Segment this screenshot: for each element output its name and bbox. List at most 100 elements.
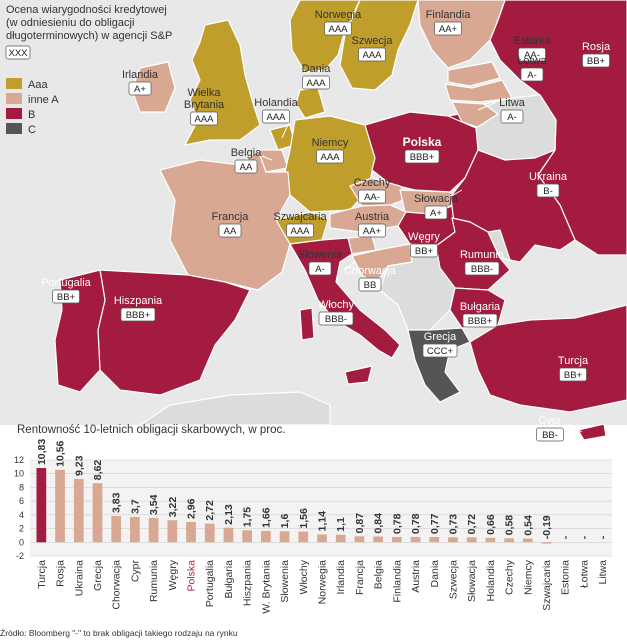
country-label-wegry: Węgry BB+ [408, 231, 440, 258]
country-name-finlandia: Finlandia [426, 9, 472, 21]
country-name-slowacja: Słowacja [414, 193, 459, 205]
rating-text-wlochy: BBB- [325, 314, 347, 325]
rating-box-czechy [358, 189, 386, 204]
country-label-belgia: Belgia AA [231, 147, 262, 174]
rating-box-irlandia [128, 81, 152, 96]
y-tick-label: 2 [19, 524, 24, 534]
value-label-litwa: - [597, 535, 609, 539]
value-label-szwajcaria: -0,19 [541, 515, 553, 539]
country-name-grecja: Grecja [424, 331, 457, 343]
country-name-austria: Austria [355, 211, 390, 223]
value-label-slowacja: 0,72 [466, 514, 478, 535]
bar-holandia [485, 537, 496, 543]
country-shape-francja [159, 149, 291, 291]
bar-irlandia [335, 534, 346, 543]
country-name-ukraina: Ukraina [529, 171, 568, 183]
bar-finlandia [391, 536, 402, 543]
bar-rumunia [148, 518, 159, 543]
value-label-portugalia: 2,72 [204, 500, 216, 521]
rating-text-holandia: AAA [266, 112, 286, 123]
category-label-turcja: Turcja [36, 560, 48, 589]
rating-box-wlochy [318, 311, 354, 326]
category-label-niemcy: Niemcy [522, 559, 534, 595]
country-name-turcja: Turcja [558, 355, 589, 367]
value-label-francja: 0,87 [354, 513, 366, 534]
value-label-rumunia: 3,54 [148, 494, 160, 515]
value-label-irlandia: 1,1 [335, 517, 347, 532]
country-label-chorwacja: Chorwacja BB [344, 265, 397, 292]
category-label-szwecja: Szwecja [447, 560, 459, 599]
category-label-portugalia: Portugalia [204, 560, 216, 607]
country-name-wielka-brytania: Brytania [184, 99, 225, 111]
bar-bulgaria [223, 527, 234, 543]
country-label-cypr: Cypr BB- [536, 415, 564, 442]
country-shape-estonia [447, 61, 501, 87]
bar-szwecja [448, 537, 458, 543]
bar-slowenia [279, 531, 290, 543]
y-tick-label: 6 [19, 496, 24, 506]
rating-text-finlandia: AA+ [439, 24, 458, 35]
rating-text-rosja: BB+ [587, 56, 606, 67]
country-label-hiszpania: Hiszpania BBB+ [114, 295, 163, 322]
country-label-dania: Dania AAA [302, 63, 332, 90]
rating-box-hiszpania [120, 307, 156, 322]
rating-text-francja: AA [224, 226, 237, 237]
category-label-finlandia: Finlandia [391, 560, 403, 603]
rating-box-finlandia [434, 21, 462, 36]
value-label-estonia: - [560, 535, 572, 539]
rating-text-wegry: BB+ [415, 246, 434, 257]
rating-text-chorwacja: BB [364, 280, 377, 291]
country-name-francja: Francja [212, 211, 250, 223]
category-label-chorwacja: Chorwacja [111, 560, 123, 610]
bar-portugalia [204, 523, 215, 543]
legend-sample-box [5, 45, 31, 60]
rating-text-estonia: AA- [524, 50, 540, 61]
country-name-wlochy: Włochy [318, 299, 355, 311]
rating-text-rumunia: BBB- [471, 264, 493, 275]
rating-box-chorwacja [358, 277, 382, 292]
country-label-polska: Polska BBB+ [403, 135, 442, 164]
country-name-irlandia: Irlandia [122, 69, 159, 81]
country-label-rumunia: Rumunia BBB- [460, 249, 505, 276]
category-label-austria: Austria [410, 560, 422, 593]
rating-text-lotwa: A- [527, 70, 537, 81]
rating-text-wielka-brytania: AAA [194, 114, 214, 125]
legend-swatch-aaa [6, 78, 22, 89]
country-shape-sycylia [344, 365, 373, 385]
rating-text-polska: BBB+ [410, 152, 435, 163]
category-label-francja: Francja [354, 560, 366, 595]
country-label-ukraina: Ukraina B- [529, 171, 568, 198]
value-label-lotwa: - [578, 535, 590, 539]
value-label-dania: 0,77 [429, 513, 441, 534]
legend-title-line-3: długoterminowych) w agencji S&P [6, 30, 172, 42]
country-name-wielka-brytania: Wielka [187, 87, 221, 99]
country-name-dania: Dania [302, 63, 332, 75]
country-label-holandia: Holandia AAA [254, 97, 299, 124]
country-labels: Norwegia AAA Finlandia AA+ Szwecja AAA Estonia… [41, 9, 611, 442]
country-label-finlandia: Finlandia AA+ [426, 9, 472, 36]
bar-niemcy [522, 538, 533, 543]
rating-box-grecja [422, 343, 458, 358]
rating-box-turcja [559, 367, 587, 382]
legend-label-b: B [28, 109, 35, 121]
rating-box-francja [218, 223, 242, 238]
value-label-chorwacja: 3,83 [111, 492, 123, 513]
rating-text-grecja: CCC+ [427, 346, 454, 357]
country-label-grecja: Grecja CCC+ [422, 331, 458, 358]
value-label-polska: 2,96 [186, 498, 198, 519]
rating-text-ukraina: B- [543, 186, 553, 197]
bar-francja [354, 536, 365, 543]
legend: Ocena wiarygodności kredytowej (w odnies… [5, 4, 172, 136]
country-label-szwajcaria: Szwajcaria AAA [273, 211, 327, 238]
category-label-cypr: Cypr [129, 559, 141, 582]
legend-swatch-a [6, 93, 22, 104]
bar-cypr [130, 516, 140, 543]
country-shape-turcja [469, 304, 627, 413]
bar-chorwacja [111, 516, 122, 543]
rating-text-slowenia: A- [315, 264, 325, 275]
category-label-slowacja: Słowacja [466, 560, 478, 602]
category-label-estonia: Estonia [560, 560, 572, 595]
rating-box-portugalia [52, 289, 80, 304]
bar-rosja [55, 469, 65, 543]
